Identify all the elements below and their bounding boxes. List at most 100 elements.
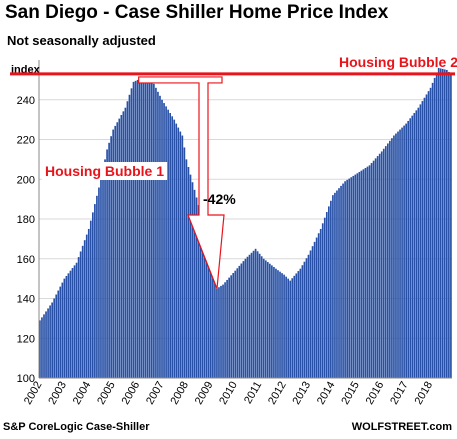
bar	[244, 258, 247, 378]
bar	[334, 192, 336, 378]
bar	[319, 228, 322, 378]
brand-watermark: WOLFSTREET.com	[351, 421, 452, 433]
x-tick-label-2012: 2012	[266, 380, 289, 407]
bar	[96, 195, 98, 378]
bar	[222, 284, 224, 378]
bar	[372, 160, 375, 378]
bar	[301, 265, 304, 378]
bar	[51, 302, 53, 378]
bar	[94, 204, 96, 378]
bar	[226, 279, 228, 378]
bar	[293, 275, 296, 378]
x-tick-label-2006: 2006	[120, 380, 143, 407]
bar	[232, 272, 235, 378]
bar	[134, 80, 137, 379]
bar	[332, 195, 334, 378]
bar	[228, 277, 230, 378]
x-tick-label-2005: 2005	[95, 380, 118, 407]
bar	[330, 200, 332, 378]
bar	[210, 258, 212, 378]
bar	[79, 251, 82, 378]
bar	[397, 131, 399, 378]
bar	[195, 197, 198, 378]
x-tick-labels: 2002 2003 2004 2005 2006 2007 2008 2009 2010 2011…	[22, 380, 435, 407]
x-tick-label-2015: 2015	[339, 380, 362, 407]
bar	[98, 187, 100, 378]
bar	[336, 190, 338, 378]
bar	[311, 246, 314, 378]
bar	[159, 95, 161, 378]
bar	[110, 136, 112, 378]
x-tick-label-2018: 2018	[413, 380, 436, 407]
bar	[370, 163, 373, 378]
bar	[144, 81, 147, 379]
bar	[77, 257, 80, 378]
bar	[338, 188, 340, 378]
bar	[122, 111, 125, 378]
bar	[57, 290, 60, 378]
annotation-housing-bubble-2: Housing Bubble 2	[339, 54, 457, 70]
bar	[177, 127, 180, 378]
bar	[197, 205, 200, 378]
bar	[399, 129, 401, 378]
bar	[183, 147, 186, 378]
bar	[199, 214, 202, 378]
bar	[112, 129, 115, 378]
bar	[271, 265, 273, 379]
bar	[325, 212, 328, 378]
y-tick-label-100: 100	[17, 373, 35, 385]
bar	[262, 258, 265, 378]
bar	[205, 240, 208, 378]
bar	[395, 133, 397, 378]
y-tick-label-240: 240	[17, 95, 35, 107]
bar	[264, 260, 267, 378]
bar	[189, 174, 192, 378]
bar	[55, 294, 58, 378]
bar	[114, 125, 117, 378]
bar	[153, 83, 155, 378]
bar	[358, 171, 361, 378]
bar	[136, 79, 139, 379]
bar	[315, 237, 318, 378]
bar	[275, 268, 277, 378]
bar	[384, 146, 387, 379]
bar	[148, 82, 151, 379]
bar	[297, 271, 300, 378]
annotation-drop-percent: -42%	[203, 191, 236, 207]
bar	[169, 113, 171, 378]
bar	[389, 140, 391, 378]
bar	[128, 94, 131, 378]
bar	[269, 263, 271, 378]
bar	[49, 305, 51, 378]
bar	[415, 110, 418, 378]
bar	[234, 270, 237, 378]
x-tick-label-2010: 2010	[217, 380, 240, 407]
bar	[254, 248, 257, 378]
y-tick-labels: 100 120 140 160 180 200 220 240	[17, 95, 35, 385]
bar	[89, 220, 92, 378]
bar	[146, 82, 149, 379]
bar	[45, 311, 47, 378]
x-tick-label-2017: 2017	[388, 380, 411, 407]
bar	[305, 258, 308, 378]
bar	[431, 82, 434, 379]
bar	[242, 261, 245, 378]
bar	[63, 278, 66, 379]
bar	[376, 156, 379, 378]
bar	[423, 97, 426, 378]
bar	[43, 314, 45, 378]
bar	[216, 288, 218, 378]
bar	[155, 87, 157, 378]
bar	[151, 83, 153, 378]
annotation-background	[42, 162, 168, 180]
bar	[142, 81, 145, 379]
bar	[252, 250, 255, 378]
bar	[220, 285, 222, 378]
bar	[71, 268, 74, 378]
chart-subtitle: Not seasonally adjusted	[7, 33, 156, 48]
bar	[224, 282, 226, 378]
bar	[342, 183, 344, 378]
bar	[346, 179, 348, 378]
bar	[344, 181, 346, 378]
bar	[354, 174, 357, 378]
